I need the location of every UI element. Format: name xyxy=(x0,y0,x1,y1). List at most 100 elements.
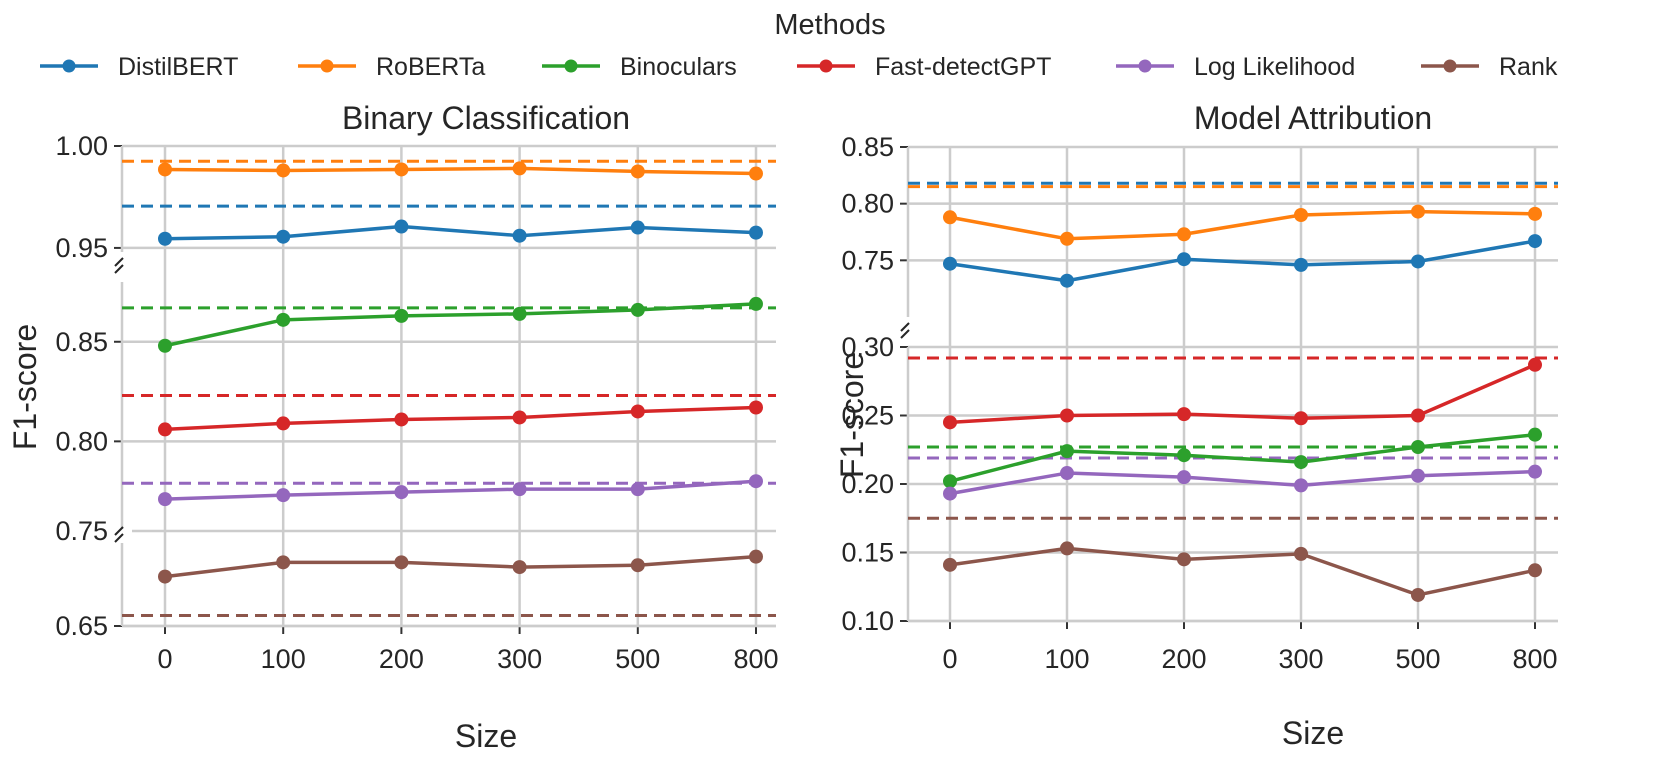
legend-marker xyxy=(1138,59,1152,73)
legend-marker xyxy=(62,59,76,73)
data-point xyxy=(1177,448,1191,463)
data-point xyxy=(943,474,957,489)
series-line xyxy=(164,166,757,176)
y-tick-label: 0.15 xyxy=(841,538,894,568)
series-fast-detectgpt xyxy=(158,400,763,437)
data-point xyxy=(394,555,409,570)
series-group xyxy=(158,161,763,584)
data-point xyxy=(394,485,409,500)
series-line xyxy=(164,224,757,241)
series-binoculars xyxy=(943,427,1542,489)
y-tick-label: 0.85 xyxy=(841,132,894,162)
data-point xyxy=(1177,552,1191,567)
data-point xyxy=(749,166,763,181)
y-tick-label: 0.80 xyxy=(55,426,108,456)
legend-marker xyxy=(819,59,833,73)
gridlines xyxy=(908,145,1558,623)
data-point xyxy=(1177,227,1191,242)
data-point xyxy=(276,555,291,570)
x-tick-label: 200 xyxy=(379,644,424,674)
legend-item: Binoculars xyxy=(542,53,737,81)
baselines xyxy=(908,181,1558,520)
legend-item: Fast-detectGPT xyxy=(797,53,1051,81)
axis-break-stroke xyxy=(114,264,124,274)
data-point xyxy=(158,162,172,177)
data-point xyxy=(158,569,172,584)
data-point xyxy=(1060,541,1074,556)
legend-item: RoBERTa xyxy=(298,53,485,81)
series-rank xyxy=(158,549,763,584)
y-tick-label: 0.20 xyxy=(841,469,894,499)
series-fast-detectgpt xyxy=(943,357,1542,430)
x-tick-label: 500 xyxy=(1395,644,1440,674)
data-point xyxy=(1060,273,1074,288)
model-attribution-panel: Model Attribution Size F1-score 0 100 200 3… xyxy=(834,100,1558,751)
series-line xyxy=(949,239,1536,283)
data-point xyxy=(1294,208,1308,222)
data-point xyxy=(1411,440,1425,455)
panel-title: Binary Classification xyxy=(342,100,630,136)
series-group xyxy=(943,204,1542,602)
baselines xyxy=(122,159,776,618)
legend-label: Log Likelihood xyxy=(1194,53,1355,81)
data-point xyxy=(276,163,291,178)
y-tick-label: 0.75 xyxy=(55,516,108,546)
data-point xyxy=(1411,254,1425,269)
legend: Methods DistilBERT RoBERTa Binoculars Fast-… xyxy=(40,9,1558,81)
data-point xyxy=(1411,408,1425,423)
series-line xyxy=(949,469,1536,496)
data-point xyxy=(630,558,645,573)
legend-label: Rank xyxy=(1499,53,1558,81)
y-tick-label: 0.85 xyxy=(55,327,108,357)
data-point xyxy=(512,228,527,243)
legend-label: Binoculars xyxy=(620,53,737,81)
data-point xyxy=(749,549,763,564)
panel-title: Model Attribution xyxy=(1194,100,1432,136)
data-point xyxy=(1294,478,1308,493)
gridlines xyxy=(122,144,776,628)
x-axis-label: Size xyxy=(455,718,517,754)
data-point xyxy=(1411,587,1425,602)
data-point xyxy=(394,219,409,234)
data-point xyxy=(158,422,172,437)
data-point xyxy=(1411,468,1425,483)
series-line xyxy=(164,479,757,501)
series-binoculars xyxy=(158,296,763,353)
data-point xyxy=(512,161,527,176)
x-axis-label: Size xyxy=(1282,715,1344,751)
legend-label: RoBERTa xyxy=(376,53,485,81)
y-tick-label: 0.95 xyxy=(55,233,108,263)
x-tick-label: 0 xyxy=(157,644,172,674)
legend-label: Fast-detectGPT xyxy=(875,53,1051,81)
data-point xyxy=(1528,234,1542,249)
axis-break-mark xyxy=(112,257,132,274)
x-tick-label: 300 xyxy=(497,644,542,674)
data-point xyxy=(512,410,527,425)
series-log-likelihood xyxy=(158,474,763,507)
data-point xyxy=(1177,407,1191,422)
x-tick-label: 300 xyxy=(1278,644,1323,674)
data-point xyxy=(1294,411,1308,426)
data-point xyxy=(943,557,957,572)
series-roberta xyxy=(943,204,1542,246)
data-point xyxy=(394,162,409,177)
data-point xyxy=(943,256,957,271)
legend-label: DistilBERT xyxy=(118,53,238,81)
axis-break-stroke xyxy=(900,329,910,339)
data-point xyxy=(943,415,957,430)
axis-break-stroke xyxy=(900,322,910,332)
data-point xyxy=(512,560,527,575)
y-tick-label: 1.00 xyxy=(55,131,108,161)
legend-marker xyxy=(320,59,334,73)
y-axis-label: F1-score xyxy=(834,352,870,478)
legend-marker xyxy=(564,59,578,73)
data-point xyxy=(1528,357,1542,372)
data-point xyxy=(630,164,645,179)
data-point xyxy=(394,412,409,427)
data-point xyxy=(1060,231,1074,246)
legend-item: DistilBERT xyxy=(40,53,238,81)
y-tick-label: 0.75 xyxy=(841,245,894,275)
x-tick-label: 100 xyxy=(261,644,306,674)
binary-classification-panel: Binary Classification Size F1-score 0 100… xyxy=(7,100,779,754)
